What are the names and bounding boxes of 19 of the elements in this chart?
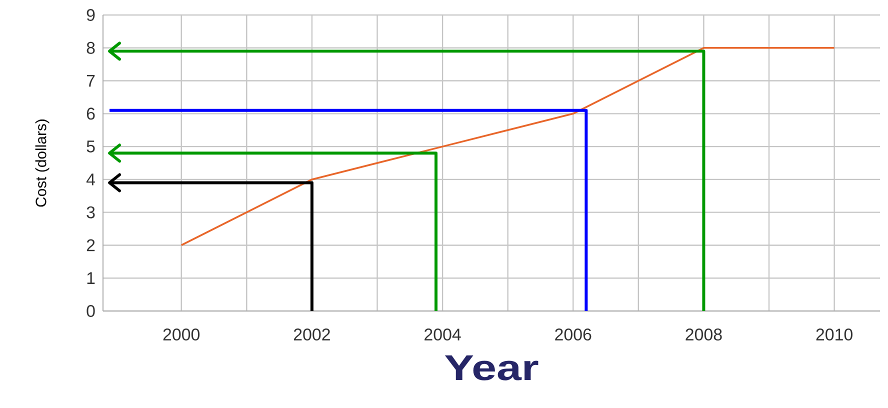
y-tick-label: 3 (86, 206, 95, 218)
y-tick-label: 8 (86, 42, 95, 54)
y-tick-label: 5 (86, 140, 95, 152)
y-tick-label: 1 (87, 272, 95, 284)
x-tick-label: 2008 (686, 328, 722, 341)
y-tick-label: 4 (86, 174, 95, 186)
y-tick-label: 6 (86, 108, 95, 120)
x-tick-label: 2010 (816, 328, 852, 341)
x-axis-title: Year (444, 355, 538, 380)
y-tick-label: 0 (86, 305, 95, 317)
y-tick-label: 7 (86, 74, 95, 87)
line-series (180, 46, 836, 246)
y-tick-label: 2 (86, 239, 95, 252)
x-tick-label: 2006 (555, 328, 592, 341)
x-tick-label: 2004 (424, 328, 461, 341)
x-tick-label: 2002 (294, 328, 330, 341)
y-axis-title: Cost (dollars) (35, 120, 50, 207)
x-tick-label: 2000 (163, 328, 200, 341)
y-tick-label: 9 (86, 9, 95, 22)
